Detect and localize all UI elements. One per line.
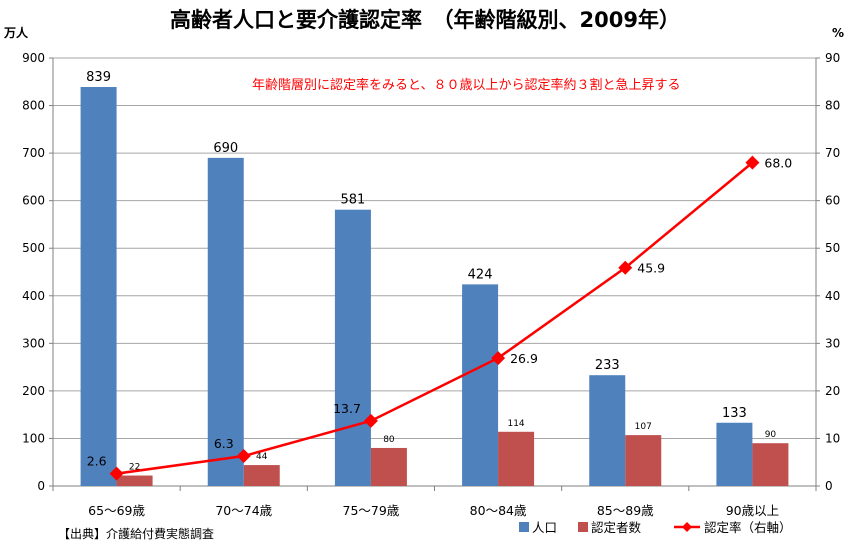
axes: 0 100 200 300 400 500 600 700 800 900 0 10 20 30 40 50 6… — [22, 51, 840, 518]
certified-value-label: 22 — [129, 463, 140, 473]
left-tick-label: 200 — [22, 384, 45, 398]
rate-value-label: 26.9 — [510, 351, 538, 366]
chart-title: 高齢者人口と要介護認定率 （年齢階級別、2009年） — [170, 8, 680, 32]
x-category-label: 65～69歳 — [88, 503, 145, 518]
right-tick-label: 30 — [825, 336, 840, 350]
left-tick-label: 800 — [22, 99, 45, 113]
population-bar — [334, 209, 371, 487]
left-tick-label: 400 — [22, 289, 45, 303]
right-tick-label: 40 — [825, 289, 840, 303]
right-tick-label: 0 — [825, 479, 833, 493]
x-category-label: 90歳以上 — [726, 503, 779, 518]
right-tick-label: 80 — [825, 99, 840, 113]
annotation-text: 年齢階層別に認定率をみると、８０歳以上から認定率約３割と急上昇する — [252, 77, 680, 93]
rate-value-label: 68.0 — [764, 156, 792, 171]
rate-line-series — [109, 155, 760, 481]
legend-swatch-population — [519, 522, 529, 532]
rate-marker — [109, 466, 124, 481]
rate-marker — [491, 351, 506, 366]
certified-bar — [625, 435, 662, 486]
left-axis-unit: 万人 — [3, 25, 29, 40]
rate-value-label: 6.3 — [214, 436, 234, 451]
rate-marker — [618, 260, 633, 275]
bar-series — [80, 87, 789, 487]
population-bar — [716, 422, 753, 486]
certified-bar — [243, 465, 280, 486]
right-tick-label: 60 — [825, 194, 840, 208]
source-note: 【出典】介護給付費実態調査 — [58, 526, 214, 541]
population-bar — [207, 157, 244, 486]
population-value-label: 839 — [86, 70, 111, 85]
legend-swatch-certified — [578, 522, 588, 532]
left-tick-label: 100 — [22, 431, 45, 445]
rate-value-label: 13.7 — [333, 401, 361, 416]
certified-bar — [752, 443, 789, 486]
rate-marker — [363, 413, 378, 428]
right-tick-label: 10 — [825, 431, 840, 445]
rate-marker — [745, 155, 760, 170]
certified-value-label: 44 — [256, 452, 268, 462]
certified-value-label: 80 — [383, 435, 395, 445]
left-tick-label: 600 — [22, 194, 45, 208]
legend-label-population: 人口 — [532, 520, 557, 535]
right-tick-label: 50 — [825, 241, 840, 255]
population-bar — [80, 87, 117, 487]
population-bar — [589, 375, 626, 486]
population-bar — [462, 284, 499, 486]
left-tick-label: 0 — [37, 479, 45, 493]
legend-marker-rate — [682, 522, 692, 532]
right-axis-unit: % — [832, 26, 844, 40]
left-tick-label: 500 — [22, 241, 45, 255]
left-tick-label: 300 — [22, 336, 45, 350]
left-tick-label: 700 — [22, 146, 45, 160]
legend: 人口 認定者数 認定率（右軸） — [519, 520, 792, 535]
population-value-label: 581 — [341, 193, 366, 208]
population-value-label: 424 — [468, 267, 493, 282]
x-category-label: 70～74歳 — [215, 503, 272, 518]
rate-line — [116, 161, 754, 475]
population-value-label: 233 — [595, 358, 620, 373]
certified-value-label: 90 — [765, 430, 777, 440]
right-tick-label: 70 — [825, 146, 840, 160]
right-tick-label: 20 — [825, 384, 840, 398]
x-category-label: 75～79歳 — [343, 503, 400, 518]
right-tick-label: 90 — [825, 51, 840, 65]
data-labels: 839 22 690 44 581 80 424 114 233 107 133 90 2.6 6.3 13… — [86, 70, 792, 473]
population-value-label: 133 — [722, 406, 747, 421]
rate-marker — [236, 449, 251, 464]
certified-value-label: 114 — [507, 419, 524, 429]
left-tick-label: 900 — [22, 51, 45, 65]
x-category-label: 80～84歳 — [470, 503, 527, 518]
rate-value-label: 2.6 — [87, 454, 107, 469]
certified-value-label: 107 — [635, 422, 652, 432]
certified-bar — [498, 431, 535, 486]
rate-value-label: 45.9 — [637, 261, 665, 276]
legend-label-rate: 認定率（右軸） — [704, 520, 792, 535]
x-category-label: 85～89歳 — [597, 503, 654, 518]
certified-bar — [116, 475, 153, 486]
gridlines — [53, 57, 816, 439]
legend-label-certified: 認定者数 — [591, 520, 642, 535]
population-value-label: 690 — [213, 141, 238, 156]
certified-bar — [370, 447, 407, 486]
